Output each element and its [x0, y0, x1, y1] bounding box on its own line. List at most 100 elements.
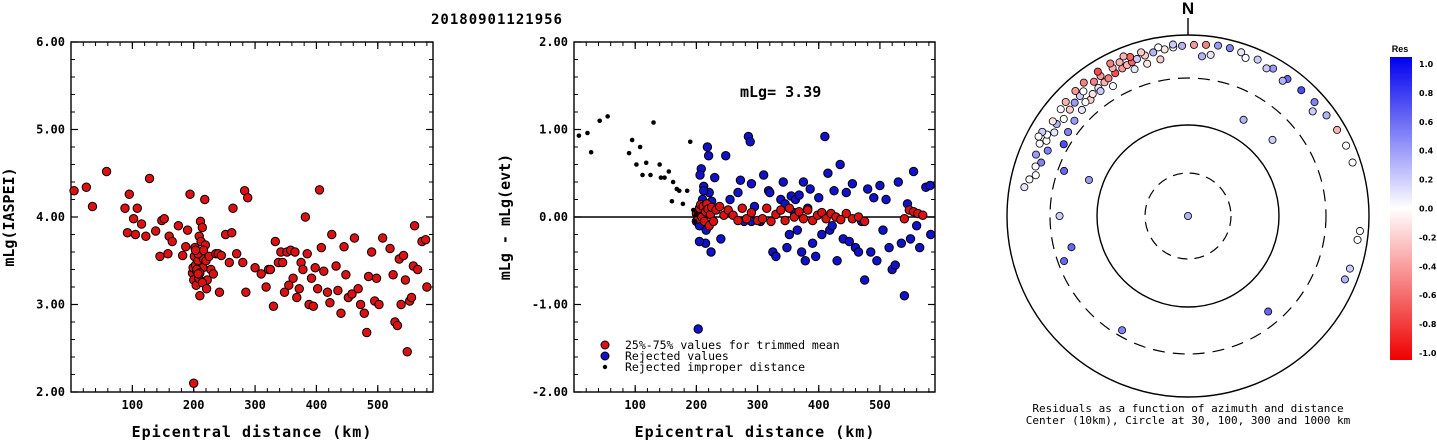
y-tick-label: 5.00 [36, 123, 65, 137]
rejected-point [765, 187, 775, 198]
colorbar-tick-label: 1.0 [1419, 60, 1434, 69]
magnitude-point [177, 250, 188, 261]
magnitude-point [359, 308, 369, 318]
rejected-point [881, 194, 891, 205]
trimmed-mean-point [766, 216, 776, 227]
magnitude-points [69, 166, 432, 388]
azimuth-caption-line1: Residuals as a function of azimuth and d… [1032, 402, 1343, 415]
station-residual-point [1189, 40, 1198, 49]
magnitude-point [377, 233, 388, 243]
magnitude-point [333, 285, 343, 296]
improper-distance-point [687, 139, 693, 145]
rejected-point [878, 225, 888, 235]
station-residual-point [1106, 59, 1115, 68]
station-residual-point [1050, 128, 1059, 137]
magnitude-point [87, 201, 98, 212]
magnitude-point [173, 221, 184, 231]
magnitude-point [227, 228, 237, 238]
magnitude-point [406, 292, 417, 303]
ring-300km [1049, 77, 1327, 355]
magnitude-point [130, 229, 141, 240]
rejected-point [915, 242, 925, 253]
magnitude-point [243, 193, 253, 203]
magnitude-point [265, 264, 276, 275]
station-residual-point [1348, 158, 1357, 167]
rejected-point [794, 190, 804, 200]
trimmed-mean-point [899, 214, 910, 224]
trimmed-mean-point [708, 216, 719, 227]
magnitude-point [362, 327, 372, 338]
residual-y-axis-label: mLg - mLg(evt) [496, 154, 514, 280]
trimmed-mean-point [918, 210, 928, 220]
magnitude-x-axis-label: Epicentral distance (km) [132, 423, 373, 441]
magnitude-point [150, 226, 161, 236]
station-residual-point [1297, 86, 1306, 95]
station-residual-point [1268, 135, 1277, 144]
station-residual-point [1037, 158, 1046, 167]
station-residual-point [1214, 41, 1223, 50]
x-tick-label: 400 [808, 398, 830, 412]
station-residual-point [1056, 105, 1065, 114]
station-residual-point [1168, 40, 1177, 49]
trimmed-mean-point [762, 203, 772, 213]
trimmed-mean-point [746, 207, 757, 218]
azimuth-caption-line2: Center (10km), Circle at 30, 100, 300 an… [1026, 414, 1351, 427]
station-residual-point [1081, 98, 1090, 107]
station-residual-point [1084, 175, 1093, 184]
trimmed-mean-point [794, 207, 804, 217]
rejected-point [800, 256, 810, 266]
magnitude-point [341, 270, 351, 280]
legend-label-improper: Rejected improper distance [625, 360, 805, 374]
magnitude-point [392, 320, 403, 331]
station-residual-point [1206, 50, 1215, 59]
x-tick-label: 100 [624, 398, 646, 412]
station-residual-point [1043, 146, 1052, 155]
magnitude-point [141, 231, 151, 241]
station-residual-point [1060, 257, 1069, 266]
magnitude-point [120, 203, 130, 213]
y-tick-label: -2.00 [532, 385, 568, 399]
trimmed-mean-point [757, 214, 768, 224]
station-residual-point [1137, 48, 1146, 57]
improper-distance-point [640, 172, 645, 178]
magnitude-point [241, 287, 251, 297]
magnitude-ticks: 2.00 3.00 4.00 5.00 6.00 100 200 300 400 500 [36, 35, 433, 412]
rejected-point [702, 142, 713, 152]
magnitude-point [366, 247, 377, 257]
station-residual-point [1353, 235, 1362, 244]
magnitude-point [185, 189, 195, 199]
residual-panel: -2.00 -1.00 0.00 1.00 2.00 100 200 300 400 500 mL… [496, 35, 936, 441]
magnitude-point [216, 250, 227, 261]
magnitude-point [312, 284, 323, 294]
magnitude-point [396, 299, 406, 310]
colorbar-tick-label: -1.0 [1419, 349, 1437, 358]
station-residual-point [1025, 175, 1034, 184]
magnitude-point [314, 185, 325, 195]
x-tick-label: 300 [747, 398, 769, 412]
station-residual-point [1065, 105, 1074, 114]
residual-legend: 25%-75% values for trimmed mean Rejected… [600, 338, 840, 374]
magnitude-point [201, 284, 212, 294]
improper-distance-point [585, 130, 590, 136]
magnitude-point [181, 242, 191, 252]
legend-label-rejected: Rejected values [625, 349, 729, 363]
magnitude-point [268, 301, 279, 311]
rejected-point [693, 324, 703, 334]
improper-distance-point [626, 150, 632, 156]
station-residual-point [1237, 48, 1246, 57]
station-residual-point [1269, 64, 1278, 73]
improper-distance-point [692, 219, 698, 224]
trimmed-mean-point [714, 201, 725, 212]
station-residual-point [1333, 125, 1342, 134]
station-residual-point [1064, 128, 1073, 137]
station-residual-point [1067, 243, 1076, 252]
magnitude-point [422, 282, 432, 292]
station-residual-point [1322, 111, 1331, 120]
magnitude-point [363, 271, 374, 282]
magnitude-point [420, 235, 431, 245]
station-residual-point [1060, 166, 1069, 175]
station-residual-point [1201, 40, 1210, 49]
magnitude-point [371, 273, 382, 283]
colorbar-tick-label: 0.8 [1419, 89, 1434, 98]
legend-marker-improper [602, 364, 608, 370]
